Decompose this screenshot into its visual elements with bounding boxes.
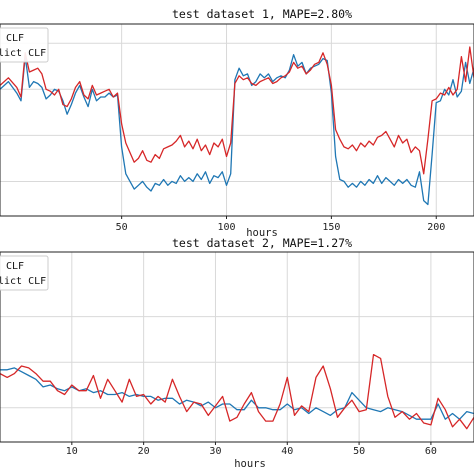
chart-1-legend-box — [0, 27, 49, 63]
chart-2-x-ticks: 10 20 30 40 50 60 — [66, 442, 437, 457]
chart-1-x-tick-label-200: 200 — [427, 222, 445, 233]
chart-2-frame — [0, 251, 474, 443]
chart-2-series-red-line — [0, 353, 474, 430]
chart-1-legend: CLF lict CLF — [0, 27, 49, 63]
chart-1-x-tick-label-100: 100 — [217, 222, 235, 233]
chart-2-legend-label-1: CLF — [6, 261, 24, 272]
chart-2-x-tick-label-30: 30 — [209, 446, 221, 457]
chart-1-grid — [0, 24, 474, 216]
chart-1-title: test dataset 1, MAPE=2.80% — [172, 7, 352, 21]
chart-panel-2: test dataset 2, MAPE=1.27% 10 20 30 40 50 60 … — [0, 236, 474, 470]
chart-2-plot-area — [0, 353, 474, 430]
chart-2-legend: CLF lict CLF — [0, 255, 49, 291]
chart-1-legend-label-2: lict CLF — [0, 48, 46, 59]
chart-1-x-tick-label-50: 50 — [116, 222, 128, 233]
chart-1-legend-label-1: CLF — [6, 33, 24, 44]
chart-2-x-tick-label-20: 20 — [138, 446, 150, 457]
chart-2-x-tick-label-10: 10 — [66, 446, 78, 457]
chart-panel-1: test dataset 1, MAPE=2.80% 50 100 150 200 h… — [0, 7, 474, 239]
chart-2-title: test dataset 2, MAPE=1.27% — [172, 236, 352, 250]
chart-1-frame — [0, 23, 474, 217]
chart-1-x-tick-label-150: 150 — [322, 222, 340, 233]
chart-1-x-axis-label: hours — [246, 227, 278, 239]
chart-1-plot-area — [0, 46, 474, 206]
chart-2-legend-box — [0, 255, 49, 291]
chart-2-x-tick-label-40: 40 — [281, 446, 293, 457]
chart-2-legend-label-2: lict CLF — [0, 276, 46, 287]
chart-2-x-tick-label-60: 60 — [425, 446, 437, 457]
chart-2-grid — [0, 252, 474, 442]
chart-1-series-red-line — [0, 46, 474, 175]
chart-2-x-axis-label: hours — [234, 458, 266, 470]
chart-2-x-tick-label-50: 50 — [353, 446, 365, 457]
chart-1-series-blue-line — [0, 54, 474, 206]
chart-1-x-ticks: 50 100 150 200 — [116, 216, 445, 233]
